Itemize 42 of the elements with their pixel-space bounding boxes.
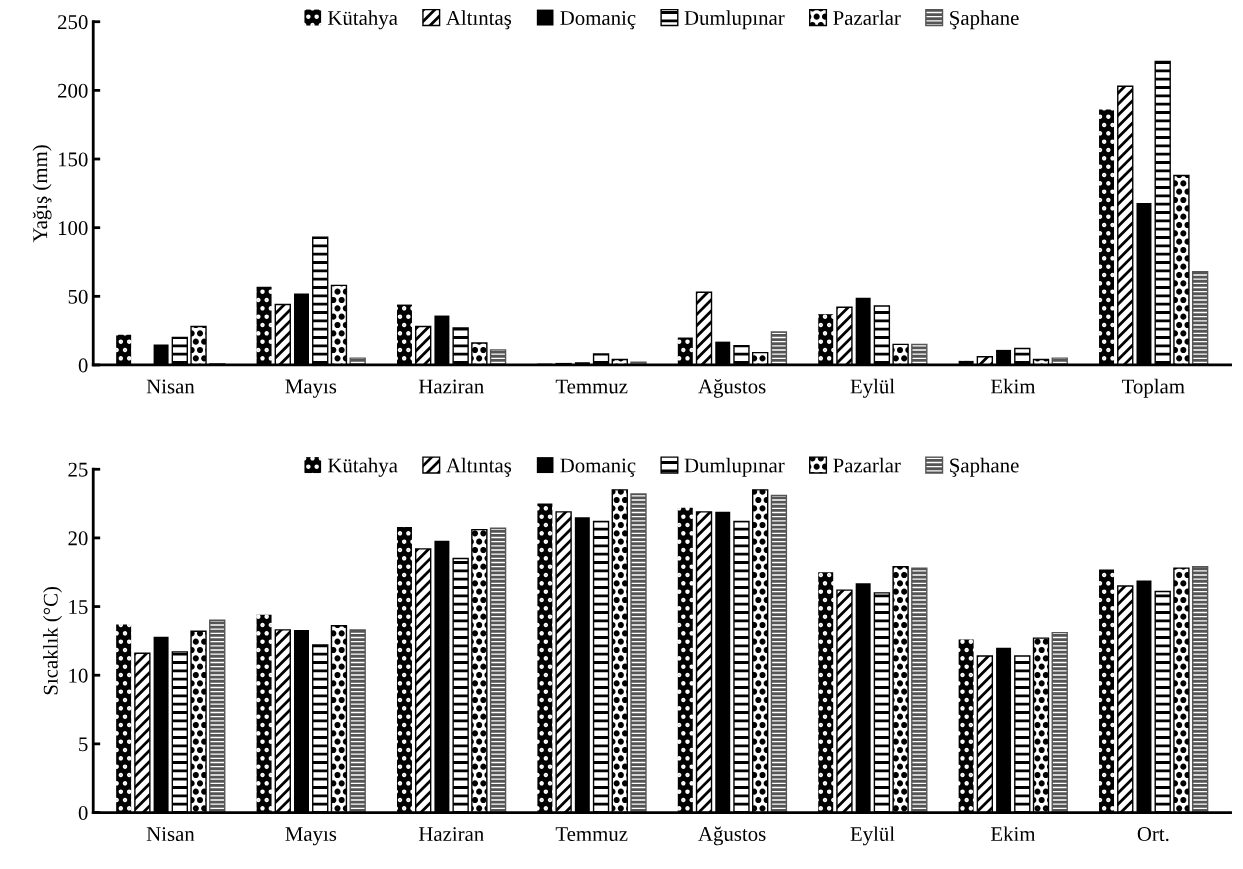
x-tick-label: Ağustos	[698, 379, 766, 398]
legend-label: Domaniç	[560, 458, 636, 477]
x-tick-label: Temmuz	[555, 827, 628, 842]
y-axis-title: Yağış (mm)	[32, 145, 52, 243]
y-tick-label: 200	[58, 83, 88, 98]
legend-label: Kütahya	[327, 10, 398, 30]
y-tick-label: 50	[68, 289, 88, 304]
x-tick-label: Haziran	[418, 827, 484, 842]
y-tick-label: 10	[69, 668, 88, 683]
x-tick-label: Toplam	[1122, 378, 1185, 398]
x-tick-label: Ağustos	[698, 826, 766, 846]
y-axis-title: Sıcaklık (°C)	[43, 587, 62, 695]
x-tick-label: Nisan	[146, 827, 195, 842]
y-tick-label: 250	[58, 15, 88, 30]
legend-label: Şaphane	[950, 10, 1019, 30]
y-tick-label: 25	[68, 462, 88, 477]
y-tick-label: 20	[68, 531, 88, 546]
x-tick-label: Mayıs	[285, 379, 337, 398]
y-tick-label: 0	[78, 358, 88, 373]
legend-label: Dumlupınar	[684, 457, 785, 477]
legend-label: Şaphane	[950, 457, 1019, 477]
legend-label: Dumlupınar	[684, 10, 785, 30]
y-tick-label: 0	[78, 805, 88, 820]
x-tick-label: Eylül	[850, 378, 895, 398]
legend-label: Altıntaş	[446, 10, 512, 30]
y-tick-label: 15	[69, 600, 88, 614]
legend-label: Altıntaş	[446, 457, 512, 477]
x-tick-label: Haziran	[418, 379, 484, 394]
x-tick-label: Ort.	[1137, 827, 1169, 842]
x-tick-label: Ekim	[990, 826, 1036, 841]
legend-label: Domaniç	[560, 10, 636, 30]
y-tick-label: 5	[79, 737, 88, 752]
x-tick-label: Temmuz	[555, 379, 628, 394]
legend-label: Kütahya	[327, 457, 398, 477]
y-tick-label: 150	[58, 152, 88, 167]
x-tick-label: Eylül	[850, 826, 895, 846]
legend-label: Pazarlar	[833, 457, 901, 473]
legend-label: Pazarlar	[833, 10, 901, 25]
x-tick-label: Nisan	[146, 379, 195, 394]
x-tick-label: Mayıs	[285, 827, 337, 846]
x-tick-label: Ekim	[990, 378, 1036, 394]
y-tick-label: 100	[58, 221, 88, 236]
